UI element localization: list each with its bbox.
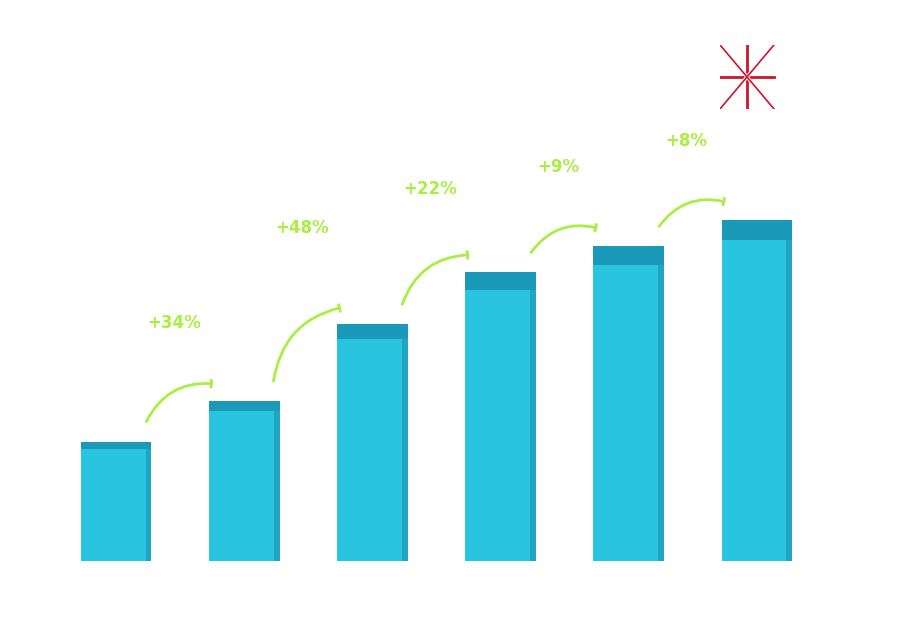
Text: +34%: +34% xyxy=(147,313,201,332)
Bar xyxy=(81,442,151,449)
Text: salaryexplorer.com: salaryexplorer.com xyxy=(377,620,523,635)
Bar xyxy=(787,220,792,562)
Bar xyxy=(593,246,664,562)
Text: 157,000 AUD: 157,000 AUD xyxy=(746,172,824,185)
Bar xyxy=(722,220,792,562)
Text: 109,000 AUD: 109,000 AUD xyxy=(334,276,411,290)
Text: +8%: +8% xyxy=(665,132,707,151)
Text: Average Yearly Salary: Average Yearly Salary xyxy=(863,292,873,413)
Bar xyxy=(465,272,536,562)
Bar xyxy=(209,401,280,411)
Text: 73,600 AUD: 73,600 AUD xyxy=(209,349,279,362)
Bar xyxy=(209,401,280,562)
Text: +9%: +9% xyxy=(537,158,580,176)
Text: 133,000 AUD: 133,000 AUD xyxy=(462,224,540,237)
Bar xyxy=(402,324,408,562)
Bar xyxy=(338,324,408,338)
Bar xyxy=(530,272,536,562)
Bar xyxy=(146,442,151,562)
Bar xyxy=(722,220,792,240)
Bar xyxy=(338,324,408,562)
Text: +48%: +48% xyxy=(275,219,328,237)
Text: 145,000 AUD: 145,000 AUD xyxy=(600,198,678,212)
Text: Sonography Technologist: Sonography Technologist xyxy=(36,83,281,103)
Bar xyxy=(658,246,664,562)
Bar xyxy=(593,246,664,265)
Text: 55,100 AUD: 55,100 AUD xyxy=(62,390,132,403)
Text: Salary Comparison By Experience: Salary Comparison By Experience xyxy=(36,32,612,61)
Bar xyxy=(465,272,536,290)
Text: +22%: +22% xyxy=(403,180,457,198)
Bar xyxy=(81,442,151,562)
Text: salary: salary xyxy=(424,620,476,635)
Bar xyxy=(274,401,280,562)
